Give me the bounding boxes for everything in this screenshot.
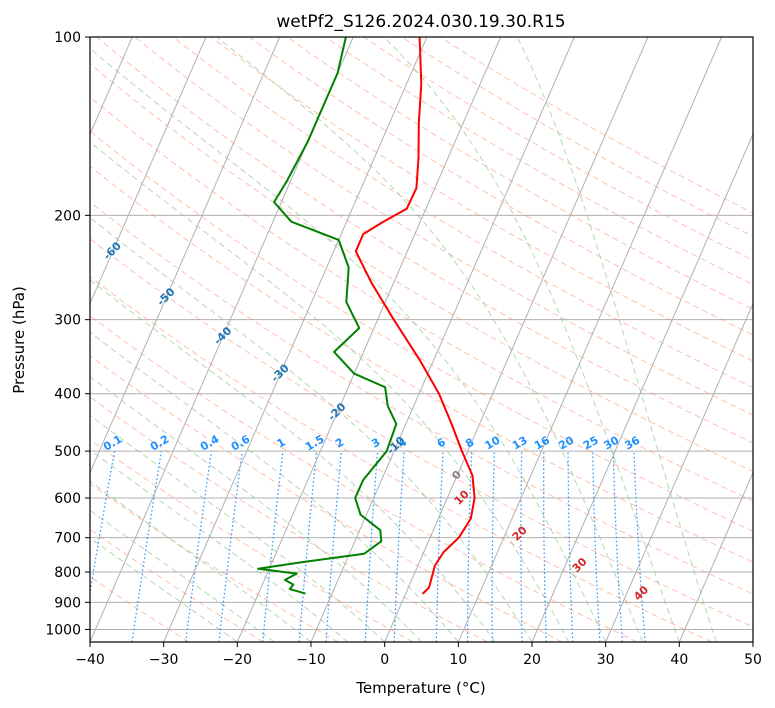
mixing-ratio-line	[592, 451, 601, 642]
moist-adiabat-line	[90, 279, 496, 642]
moist-adiabat-line	[383, 37, 680, 642]
x-tick-label: 30	[597, 652, 615, 668]
mixing-ratio-line	[633, 451, 646, 642]
x-tick-label: 40	[670, 652, 688, 668]
moist-adiabat-line	[90, 331, 459, 642]
dry-adiabat-line	[363, 37, 753, 261]
dry-adiabat-line	[90, 314, 638, 642]
moist-adiabat-line	[90, 141, 570, 642]
isotherm-line	[531, 132, 753, 642]
x-axis-label: Temperature (°C)	[355, 679, 485, 697]
y-tick-label: 800	[54, 565, 81, 581]
isotherm-line	[90, 37, 207, 305]
mixing-ratio-line	[491, 451, 495, 642]
dry-adiabat-line	[90, 165, 753, 563]
dry-adiabat-line	[96, 37, 753, 444]
mixing-ratio-line	[364, 451, 379, 642]
dry-adiabat-line	[90, 130, 753, 532]
y-tick-label: 700	[54, 531, 81, 547]
isotherm-line	[384, 37, 649, 642]
dry-adiabat-line	[90, 355, 563, 642]
isotherm-line	[678, 471, 753, 642]
temperature-profile-line	[354, 37, 476, 595]
x-tick-label: −30	[149, 652, 179, 668]
dewpoint-profile-line	[257, 37, 398, 595]
y-axis-label: Pressure (hPa)	[10, 286, 28, 394]
y-tick-label: 300	[54, 313, 81, 329]
y-tick-label: 1000	[45, 622, 81, 638]
plot-frame	[89, 36, 754, 643]
isotherm-line	[236, 37, 502, 642]
x-tick-label: 0	[380, 652, 389, 668]
isotherm-line	[310, 37, 575, 642]
x-axis-ticks: −40 −30 −20 −10 0 10 20 30 40 50	[75, 642, 762, 668]
y-tick-label: 500	[54, 444, 81, 460]
x-tick-label: 10	[449, 652, 467, 668]
isotherm-line	[457, 37, 723, 642]
isotherm-line	[163, 37, 428, 642]
mixing-ratio-line	[298, 451, 318, 642]
mixing-ratio-line	[393, 451, 405, 642]
isotherms	[90, 37, 753, 642]
chart-title: wetPf2_S126.2024.030.19.30.R15	[276, 12, 565, 32]
x-tick-label: −20	[223, 652, 253, 668]
x-tick-label: −40	[75, 652, 105, 668]
y-axis-ticks: 100 200 300 400 500 600 700 800 900 1000	[45, 30, 90, 638]
moist-adiabat-line	[90, 217, 533, 642]
y-tick-label: 200	[54, 208, 81, 224]
x-tick-label: 50	[744, 652, 762, 668]
y-tick-label: 900	[54, 595, 81, 611]
mixing-ratio-line	[218, 451, 243, 642]
mixing-ratio-line	[325, 451, 342, 642]
data-series	[257, 37, 476, 595]
moist-adiabat-line	[90, 509, 275, 642]
mixing-ratio-line	[435, 451, 444, 642]
mixing-ratio-lines	[90, 450, 646, 642]
y-tick-label: 400	[54, 387, 81, 403]
mixing-ratio-line	[543, 451, 547, 642]
dry-adiabat-line	[325, 37, 753, 286]
moist-adiabat-line	[90, 480, 312, 642]
x-tick-label: 20	[523, 652, 541, 668]
dry-adiabat-line	[90, 238, 753, 628]
isotherm-line	[605, 302, 753, 642]
mixing-ratio-line	[520, 451, 523, 642]
dry-adiabat-line	[90, 63, 753, 473]
mixing-ratio-line	[262, 451, 284, 642]
mixing-ratio-line	[612, 451, 623, 642]
y-tick-label: 600	[54, 491, 81, 507]
dry-adiabat-line	[439, 37, 753, 214]
grid-lines	[90, 37, 753, 630]
dry-adiabats	[90, 37, 753, 642]
dry-adiabat-line	[90, 201, 753, 595]
moist-adiabat-line	[516, 37, 717, 642]
mixing-ratio-line	[567, 451, 574, 642]
moist-adiabats	[90, 37, 717, 642]
x-tick-label: −10	[296, 652, 326, 668]
isotherm-line	[90, 37, 281, 474]
y-tick-label: 100	[54, 30, 81, 46]
moist-adiabat-line	[216, 37, 643, 642]
moist-adiabat-line	[90, 47, 607, 642]
dry-adiabat-line	[401, 37, 753, 237]
